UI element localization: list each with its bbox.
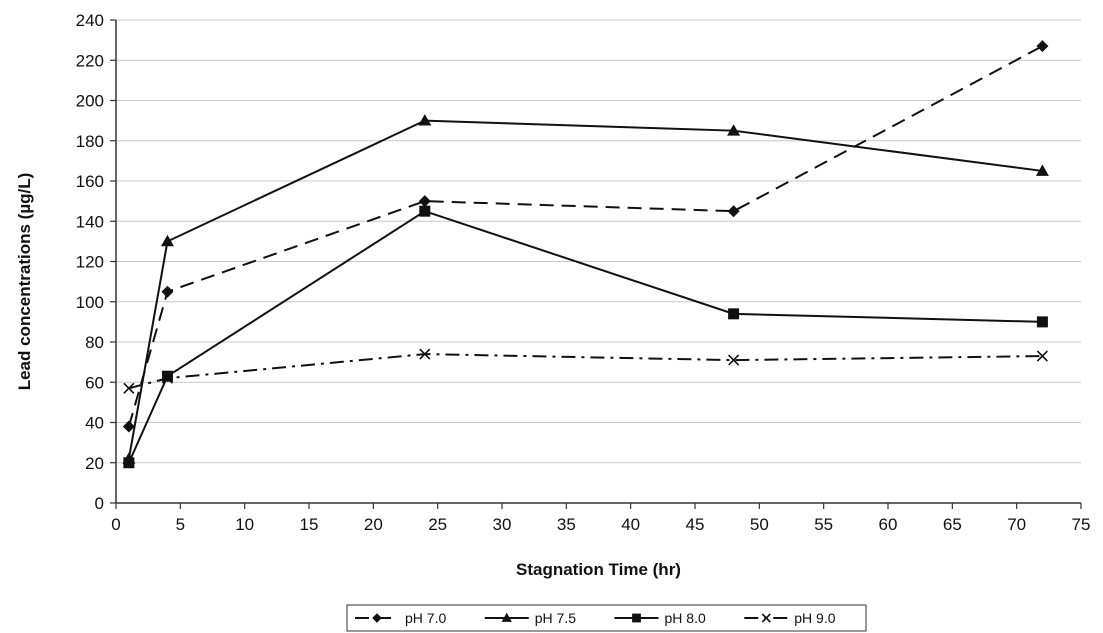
- series-ph-7-5: [122, 114, 1049, 464]
- series-line-ph-7-0: [127, 45, 1043, 427]
- x-marker-stroke: [761, 613, 771, 623]
- x-tick-label: 35: [557, 515, 576, 534]
- legend-marker-ph-7-0: [372, 613, 382, 623]
- x-tick-label: 10: [235, 515, 254, 534]
- y-tick-label: 160: [76, 172, 104, 191]
- data-point-ph-7-5: [1035, 164, 1049, 176]
- y-axis-title: Lead concentrations (µg/L): [15, 173, 34, 391]
- data-point-ph-9-0: [419, 348, 431, 360]
- y-tick-label: 140: [76, 212, 104, 231]
- data-point-ph-9-0: [123, 382, 135, 394]
- x-tick-label: 65: [943, 515, 962, 534]
- x-tick-label: 55: [814, 515, 833, 534]
- legend-label-ph-9-0: pH 9.0: [794, 610, 835, 626]
- data-point-ph-8-0: [1036, 316, 1048, 328]
- legend-item-ph-9-0: pH 9.0: [744, 610, 836, 626]
- series-line-ph-8-0: [127, 210, 1043, 464]
- series-line-ph-9-0: [128, 353, 1043, 390]
- y-tick-label: 120: [76, 253, 104, 272]
- x-axis-title: Stagnation Time (hr): [516, 560, 681, 579]
- x-tick-label: 30: [493, 515, 512, 534]
- legend-item-ph-7-5: pH 7.5: [484, 610, 576, 626]
- legend-marker-ph-8-0: [632, 613, 641, 623]
- gridlines: [116, 19, 1081, 464]
- y-tick-label: 0: [95, 494, 104, 513]
- data-point-ph-8-0: [123, 457, 135, 469]
- x-tick-label: 25: [428, 515, 447, 534]
- x-tick-label: 5: [176, 515, 185, 534]
- data-point-ph-9-0: [728, 354, 740, 366]
- axes: [110, 19, 1082, 509]
- data-point-ph-7-5: [160, 234, 174, 247]
- x-tick-label: 45: [686, 515, 705, 534]
- data-series: [122, 40, 1049, 469]
- data-point-ph-7-5: [418, 114, 432, 126]
- x-tick-label: 60: [879, 515, 898, 534]
- legend-item-ph-7-0: pH 7.0: [355, 610, 446, 626]
- y-tick-label: 40: [85, 414, 104, 433]
- legend-marker-ph-9-0: [761, 613, 771, 623]
- y-tick-label: 200: [76, 92, 104, 111]
- x-marker-stroke: [419, 348, 431, 360]
- x-tick-label: 20: [364, 515, 383, 534]
- y-tick-label: 220: [76, 51, 104, 70]
- y-tick-label: 60: [85, 373, 104, 392]
- legend-marker-ph-7-5: [501, 612, 512, 622]
- data-point-ph-7-0: [161, 285, 174, 298]
- data-point-ph-8-0: [161, 370, 173, 382]
- data-point-ph-7-0: [122, 420, 135, 433]
- series-ph-8-0: [123, 205, 1048, 469]
- series-line-ph-7-5: [127, 119, 1043, 459]
- x-tick-label: 70: [1007, 515, 1026, 534]
- legend-item-ph-8-0: pH 8.0: [614, 610, 706, 626]
- data-point-ph-7-5: [727, 124, 741, 136]
- x-tick-label: 40: [621, 515, 640, 534]
- x-tick-label: 75: [1072, 515, 1091, 534]
- data-point-ph-8-0: [419, 205, 431, 217]
- series-ph-7-0: [122, 40, 1049, 433]
- x-marker-stroke: [161, 372, 174, 384]
- data-point-ph-7-0: [418, 195, 431, 208]
- legend: pH 7.0 pH 7.5 pH 8.0 pH 9.0: [346, 604, 867, 632]
- x-marker-stroke: [123, 382, 135, 394]
- legend-label-ph-8-0: pH 8.0: [665, 610, 706, 626]
- y-tick-label: 240: [76, 11, 104, 30]
- x-marker-stroke: [1036, 350, 1048, 362]
- x-tick-label: 15: [300, 515, 319, 534]
- y-tick-label: 180: [76, 132, 104, 151]
- data-point-ph-7-0: [727, 205, 740, 218]
- x-marker-stroke: [728, 354, 740, 366]
- y-tick-label: 20: [85, 454, 104, 473]
- y-tick-label: 80: [85, 333, 104, 352]
- data-point-ph-9-0: [1036, 350, 1048, 362]
- data-point-ph-8-0: [728, 308, 740, 320]
- y-tick-label: 100: [76, 293, 104, 312]
- x-tick-label: 0: [111, 515, 120, 534]
- legend-label-ph-7-0: pH 7.0: [405, 610, 446, 626]
- legend-box: [346, 604, 867, 632]
- x-tick-label: 50: [750, 515, 769, 534]
- legend-label-ph-7-5: pH 7.5: [535, 610, 576, 626]
- series-ph-9-0: [123, 348, 1048, 394]
- tick-labels: 0 20 40 60 80 100 120 140 160 180 200 220 240 0 5 10 15 2…: [76, 11, 1091, 534]
- data-point-ph-7-0: [1036, 40, 1049, 53]
- data-point-ph-9-0: [161, 372, 174, 384]
